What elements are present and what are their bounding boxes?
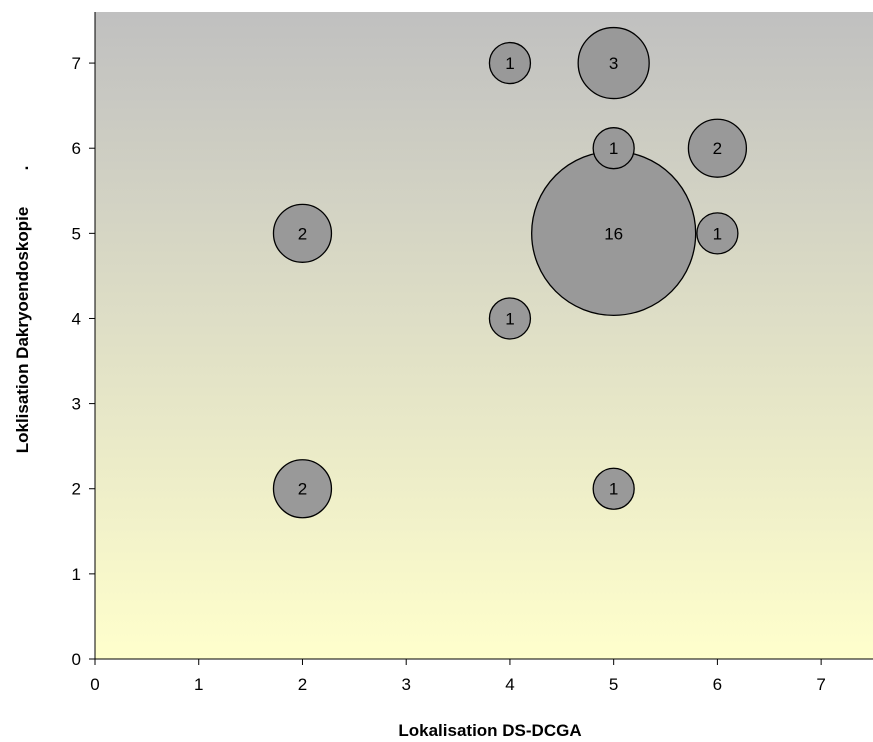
y-tick-label: 5 (72, 224, 81, 243)
bubble-label: 1 (505, 309, 514, 328)
bubble (687, 118, 748, 178)
y-axis-title: Loklisation Dakryoendoskopie (13, 207, 32, 454)
x-axis-title: Lokalisation DS-DCGA (398, 721, 581, 740)
bubble-label: 2 (298, 480, 307, 499)
x-tick-label: 2 (298, 675, 307, 694)
x-tick-label: 7 (816, 675, 825, 694)
bubble (577, 26, 650, 100)
y-tick-label: 3 (72, 395, 81, 414)
bubble-layer: 16 3 2 2 2 1 1 1 1 1 (272, 26, 748, 519)
bubble-label: 1 (609, 139, 618, 158)
bubble (592, 127, 635, 170)
bubble-label: 3 (609, 54, 618, 73)
bubble-label: 2 (298, 224, 307, 243)
y-axis-title-suffix: . (13, 166, 32, 171)
bubble-label: 1 (505, 54, 514, 73)
x-tick-label: 1 (194, 675, 203, 694)
bubble (272, 203, 333, 263)
y-tick-label: 2 (72, 480, 81, 499)
x-tick-label: 5 (609, 675, 618, 694)
x-tick-label: 0 (90, 675, 99, 694)
bubble (488, 41, 532, 85)
y-tick-label: 4 (72, 309, 81, 328)
bubble-label: 16 (604, 224, 623, 243)
bubble (592, 467, 635, 510)
x-tick-label: 6 (713, 675, 722, 694)
bubble-label: 1 (609, 480, 618, 499)
bubble (488, 297, 532, 340)
y-tick-label: 0 (72, 650, 81, 669)
axes-layer: 0 1 2 3 4 5 6 7 0 1 2 3 4 5 6 7 (72, 12, 873, 694)
plot-area (95, 12, 873, 659)
x-tick-label: 4 (505, 675, 514, 694)
bubble-label: 1 (713, 224, 722, 243)
bubble (696, 212, 739, 255)
y-tick-label: 1 (72, 565, 81, 584)
y-tick-label: 6 (72, 139, 81, 158)
y-tick-label: 7 (72, 54, 81, 73)
x-tick-label: 3 (401, 675, 410, 694)
bubble (272, 459, 333, 519)
bubble-label: 2 (713, 139, 722, 158)
